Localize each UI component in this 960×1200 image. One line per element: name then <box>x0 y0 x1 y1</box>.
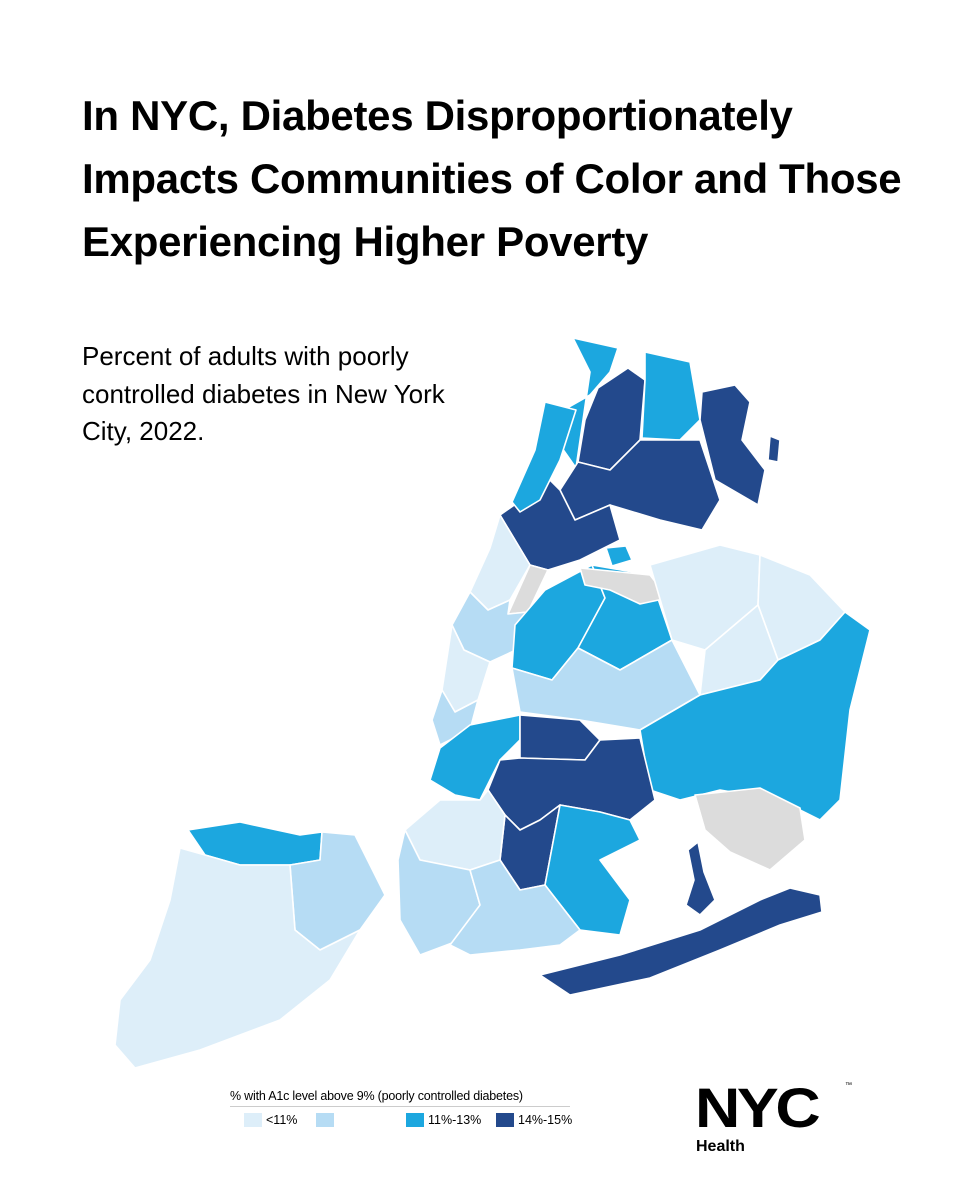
legend-label-lowest: <11% <box>266 1113 298 1127</box>
map-region-jfk-airport <box>694 787 806 871</box>
map-region-bronx-northeast <box>699 384 766 506</box>
page-title: In NYC, Diabetes Disproportionately Impa… <box>82 92 902 265</box>
legend-swatch-low <box>316 1113 334 1127</box>
map-region-queens-ridgewood <box>511 639 701 731</box>
map-region-queens-jamaica <box>639 611 871 821</box>
legend-item-low <box>316 1113 338 1127</box>
logo-agency: Health <box>696 1138 745 1155</box>
map-region-palisades-strip <box>511 401 577 513</box>
legend-swatch-medium <box>406 1113 424 1127</box>
legend-title: % with A1c level above 9% (poorly contro… <box>230 1089 570 1107</box>
map-region-brooklyn-sunset-park <box>404 789 506 871</box>
legend-item-medium: 11%-13% <box>406 1113 481 1127</box>
legend-label-medium: 11%-13% <box>428 1113 482 1127</box>
map-region-rockaways <box>539 887 823 996</box>
map-legend: % with A1c level above 9% (poorly contro… <box>230 1089 572 1139</box>
map-region-city-island <box>767 435 781 463</box>
map-region-bronx-north <box>641 351 701 441</box>
legend-items: <11% 11%-13% 14%-15% <box>230 1113 572 1139</box>
logo-wordmark: NYC <box>695 1076 821 1139</box>
legend-label-high: 14%-15% <box>518 1113 573 1127</box>
legend-swatch-lowest <box>244 1113 262 1127</box>
legend-item-lowest: <11% <box>244 1113 297 1127</box>
map-region-broad-channel <box>685 841 716 916</box>
map-region-laguardia <box>579 567 669 605</box>
nyc-health-logo: NYC ™ Health <box>695 1080 857 1160</box>
logo-trademark: ™ <box>845 1082 852 1089</box>
map-region-rikers <box>605 545 633 567</box>
legend-swatch-high <box>496 1113 514 1127</box>
map-region-brooklyn-coney-island <box>449 859 581 956</box>
map-subtitle: Percent of adults with poorly controlled… <box>82 341 445 447</box>
map-region-staten-south-shore <box>114 847 361 1069</box>
legend-item-high: 14%-15% <box>496 1113 572 1127</box>
